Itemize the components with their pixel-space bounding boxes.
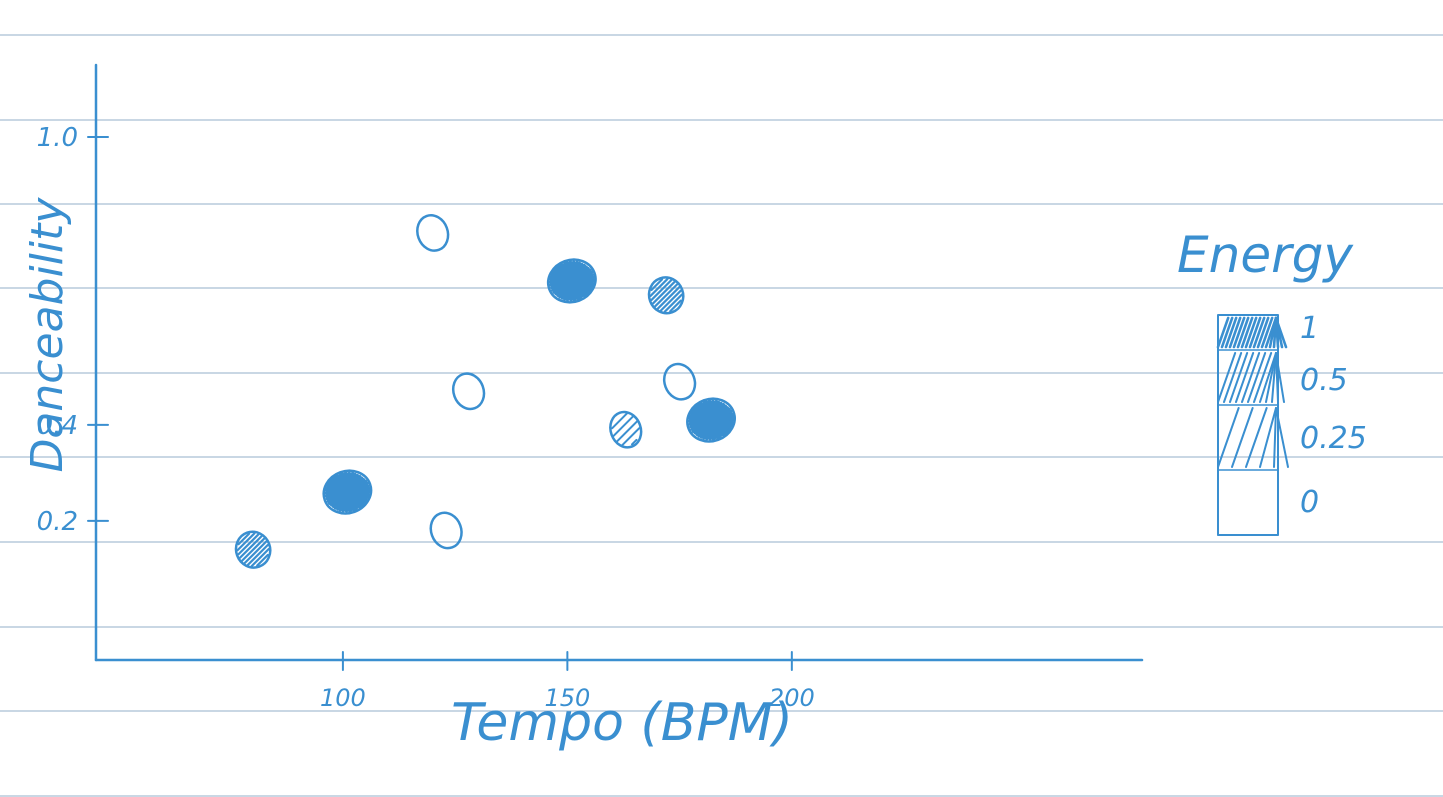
legend-band <box>1217 352 1285 406</box>
y-axis-label: Danceability <box>22 197 73 473</box>
scatter-point <box>429 511 463 550</box>
scatter-point <box>451 372 486 411</box>
x-tick-label: 150 <box>544 684 590 712</box>
scatter-point <box>322 469 373 515</box>
legend-level-label: 1 <box>1300 311 1319 346</box>
legend-band <box>1217 407 1289 471</box>
energy-legend: Energy 1 0.5 0.25 0 <box>1177 226 1367 536</box>
scatter-point <box>609 410 643 449</box>
y-tick-label: 1.0 <box>37 123 78 153</box>
y-ticks: 0.2 0.4 1.0 <box>37 123 109 537</box>
legend-level-label: 0.5 <box>1300 363 1348 398</box>
scatter-point <box>662 362 697 401</box>
scatter-point <box>686 397 736 443</box>
legend-level-label: 0.25 <box>1300 421 1367 456</box>
legend-level-label: 0 <box>1300 485 1319 520</box>
y-tick-label: 0.4 <box>37 411 78 441</box>
scatter-point <box>416 214 450 252</box>
legend-labels: 1 0.5 0.25 0 <box>1300 311 1367 520</box>
x-ticks: 100 150 200 <box>320 651 815 712</box>
x-tick-label: 100 <box>320 684 366 712</box>
legend-title: Energy <box>1177 226 1354 284</box>
legend-band <box>1216 316 1288 351</box>
legend-bands <box>1216 316 1289 536</box>
scatter-point <box>234 530 272 569</box>
y-tick-label: 0.2 <box>37 507 78 537</box>
legend-colorbar <box>1217 314 1279 536</box>
x-axis-label: Tempo (BPM) <box>451 693 793 753</box>
scatter-points <box>234 214 736 569</box>
scatter-point <box>546 258 597 304</box>
x-tick-label: 200 <box>769 684 815 712</box>
scatter-point <box>647 276 685 315</box>
